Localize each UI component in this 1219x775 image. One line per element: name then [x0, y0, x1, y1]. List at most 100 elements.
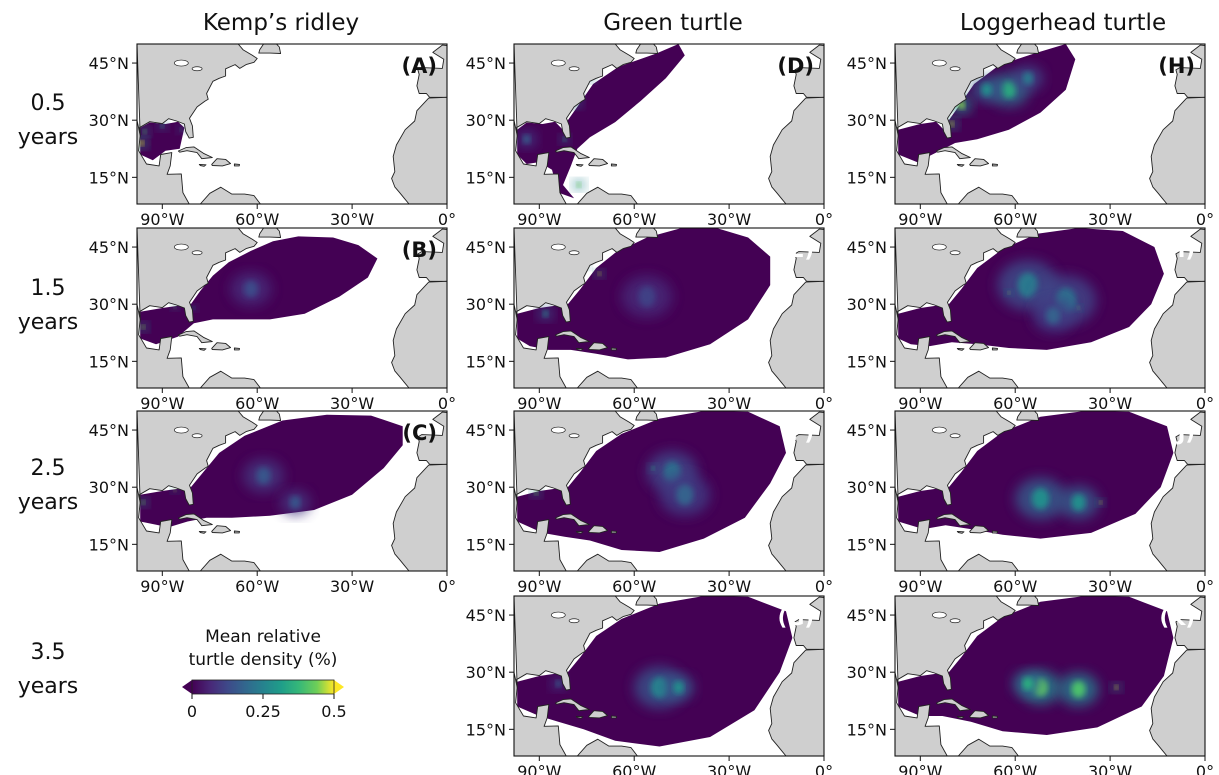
- land-polygon: [1173, 208, 1186, 222]
- land-polygon: [137, 228, 190, 388]
- land-polygon: [610, 163, 617, 167]
- land-polygon: [635, 596, 659, 606]
- row-label-1-value: 1.5: [31, 276, 66, 301]
- lake: [949, 618, 961, 624]
- land-polygon: [416, 411, 447, 465]
- hotspot-core: [289, 496, 301, 509]
- lat-tick-label: 15°N: [466, 535, 506, 554]
- lat-tick-label: 30°N: [847, 663, 887, 682]
- lon-tick-label: 60°W: [235, 210, 279, 229]
- colorbar-label-line2: turtle density (%): [189, 650, 338, 670]
- density-plume: [898, 596, 1174, 735]
- land-polygon: [991, 530, 998, 534]
- colorbar-tick-label: 0.25: [245, 702, 281, 721]
- land-polygon: [391, 96, 447, 204]
- map-content: [895, 44, 1205, 204]
- hotspot-core: [523, 135, 531, 144]
- land-polygon: [199, 553, 261, 571]
- map-panel-j: 45°N30°N15°N90°W 60°W 30°W 0°(J): [847, 410, 1214, 596]
- land-polygon: [935, 146, 971, 160]
- lat-tick-label: 45°N: [89, 54, 129, 73]
- land-polygon: [575, 530, 584, 534]
- land-polygon: [514, 596, 635, 691]
- lon-tick-label: 30°W: [1088, 394, 1132, 413]
- panel-frame: [894, 595, 1206, 757]
- lat-tick-label: 45°N: [89, 421, 129, 440]
- land-polygon: [956, 530, 965, 534]
- land-polygon: [415, 24, 428, 38]
- landmass: [514, 411, 824, 571]
- lat-tick-label: 30°N: [89, 295, 129, 314]
- land-polygon: [768, 280, 824, 388]
- lake: [191, 66, 203, 72]
- map-panel-f: 45°N30°N15°N90°W 60°W 30°W 0°(F): [466, 410, 833, 596]
- landmass: [137, 391, 447, 571]
- lon-tick-label: 90°W: [898, 210, 942, 229]
- hotspot-core: [1031, 488, 1050, 510]
- land-polygon: [576, 738, 638, 756]
- hotspot-core: [597, 271, 601, 276]
- land-polygon: [137, 44, 258, 139]
- land-polygon: [895, 44, 1016, 139]
- hotspot-core: [651, 466, 655, 471]
- land-polygon: [575, 715, 584, 719]
- land-polygon: [391, 463, 447, 571]
- lake: [931, 243, 947, 251]
- density-hotspots: [138, 272, 272, 332]
- lake: [568, 66, 580, 72]
- map-content: [895, 208, 1205, 388]
- colorbar-tick-label: 0.5: [321, 702, 346, 721]
- map-panels: 45°N 30°N 15°N 90°W 60°W 30°W 0° (A) 45°N 30°N 15°…: [89, 24, 1214, 775]
- lat-tick-label: 30°N: [847, 111, 887, 130]
- land-polygon: [895, 596, 948, 756]
- map-content: [514, 24, 824, 204]
- hotspot-core: [1001, 81, 1016, 99]
- lon-tick-label: 60°W: [612, 577, 656, 596]
- lon-tick-label: 60°W: [235, 394, 279, 413]
- lake: [931, 59, 947, 67]
- lon-tick-label: 60°W: [612, 210, 656, 229]
- hotspot-core: [1022, 72, 1034, 85]
- land-polygon: [768, 96, 824, 204]
- panel-letter: (D): [777, 54, 814, 78]
- lake: [173, 243, 189, 251]
- lat-tick-label: 30°N: [466, 478, 506, 497]
- lake: [949, 66, 961, 72]
- hotspot-core: [676, 484, 694, 506]
- colorbar-label-line1: Mean relative: [205, 627, 321, 647]
- hotspot-core: [256, 467, 271, 485]
- row-label-1: 1.5 years: [18, 276, 79, 335]
- hotspot-core: [192, 306, 196, 310]
- land-polygon: [610, 715, 617, 719]
- panel-letter: (B): [402, 238, 437, 262]
- density-plume: [898, 411, 1174, 539]
- land-polygon: [792, 24, 805, 38]
- land-polygon: [969, 342, 990, 351]
- density-hotspots: [945, 65, 1044, 130]
- lake: [550, 611, 566, 619]
- lon-tick-label: 90°W: [898, 762, 942, 775]
- land-polygon: [576, 186, 638, 204]
- land-polygon: [895, 44, 948, 204]
- land-polygon: [792, 576, 805, 590]
- lon-tick-label: 90°W: [517, 577, 561, 596]
- lon-tick-label: 30°W: [1088, 577, 1132, 596]
- land-polygon: [514, 44, 567, 204]
- density-plume: [517, 44, 685, 199]
- panel-frame: [513, 410, 825, 572]
- lat-tick-label: 15°N: [466, 352, 506, 371]
- land-polygon: [198, 530, 207, 534]
- density-hotspots: [538, 262, 673, 321]
- land-polygon: [415, 391, 428, 405]
- hotspot-core: [179, 128, 183, 132]
- lon-tick-label: 60°W: [612, 762, 656, 775]
- panel-frame: [894, 43, 1206, 205]
- land-polygon: [588, 158, 609, 167]
- row-label-2-unit: years: [18, 490, 79, 515]
- map-panel-i: 45°N30°N15°N90°W 60°W 30°W 0°(I): [847, 208, 1214, 413]
- lake: [173, 426, 189, 434]
- panel-letter: (A): [402, 54, 437, 78]
- lon-tick-label: 90°W: [898, 394, 942, 413]
- col-title-loggerhead: Loggerhead turtle: [960, 10, 1166, 36]
